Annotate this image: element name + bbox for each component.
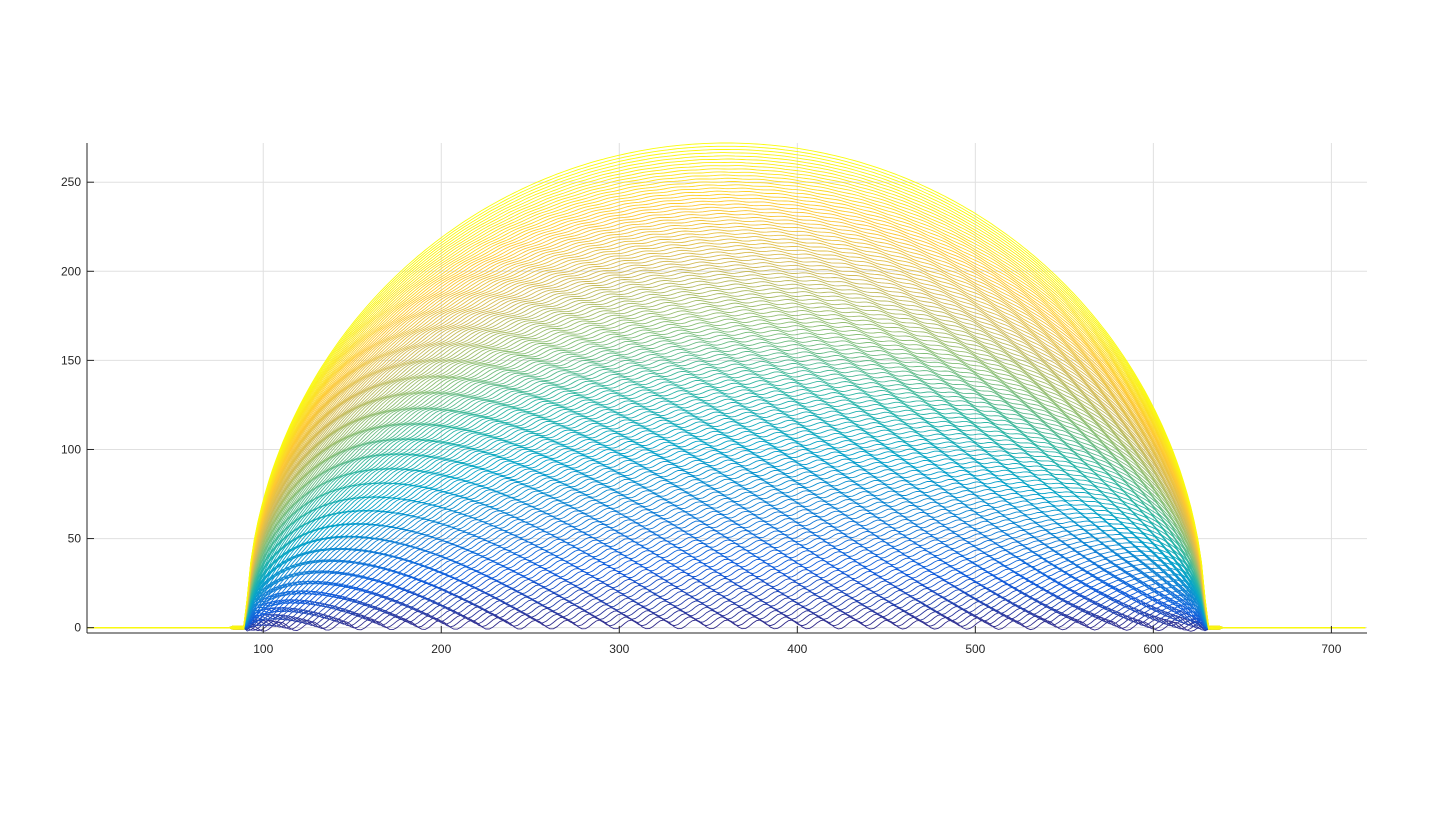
series-line (87, 283, 1366, 630)
series-line (87, 155, 1366, 630)
series-line (87, 587, 1366, 630)
series-line (86, 334, 1366, 630)
x-tick-label: 100 (253, 642, 273, 656)
series-line (87, 520, 1366, 630)
series-line (87, 216, 1366, 630)
series-line (86, 181, 1366, 630)
series-line (87, 619, 1366, 632)
series-line (86, 501, 1366, 630)
y-tick-label: 200 (61, 264, 81, 278)
x-axis-ticks: 100 200 300 400 500 600 700 (253, 626, 1342, 656)
y-tick-label: 150 (61, 353, 81, 367)
x-tick-label: 400 (787, 642, 807, 656)
series-line (87, 213, 1366, 630)
series-line (87, 408, 1366, 630)
series-line (87, 590, 1366, 630)
series-line (86, 312, 1366, 630)
series-line (87, 433, 1366, 630)
series-line (87, 549, 1366, 630)
series-line (86, 149, 1366, 630)
series-line (87, 200, 1366, 630)
series-line (87, 456, 1366, 629)
series-line (86, 251, 1366, 630)
series-line (86, 273, 1366, 630)
series-line (86, 414, 1366, 630)
series-line (87, 145, 1366, 630)
series-line (86, 264, 1366, 630)
series-line (86, 289, 1366, 630)
series-line (87, 530, 1366, 630)
x-tick-label: 600 (1143, 642, 1163, 656)
series-line (87, 315, 1366, 629)
series-line (86, 232, 1366, 630)
series-line (86, 392, 1366, 630)
series-line (86, 523, 1366, 630)
series-line (87, 196, 1366, 630)
series-line (86, 158, 1366, 630)
series-line (87, 427, 1366, 630)
series-line (87, 277, 1366, 630)
series-line (86, 209, 1366, 630)
series-line (86, 193, 1366, 630)
series-line (86, 475, 1366, 630)
series-line (87, 235, 1366, 630)
y-axis-ticks: 0 50 100 150 200 250 (61, 175, 94, 635)
y-tick-label: 250 (61, 175, 81, 189)
series-line (87, 488, 1366, 630)
series-line (87, 152, 1366, 630)
series-line (86, 603, 1366, 630)
series-line (86, 584, 1366, 630)
x-tick-label: 200 (431, 642, 451, 656)
series-line (87, 293, 1366, 630)
series-line (87, 187, 1366, 630)
series-line (87, 542, 1366, 630)
series-line (87, 600, 1366, 630)
series-line (87, 190, 1366, 630)
series-line (87, 229, 1366, 630)
series-line (87, 437, 1366, 630)
series-line (87, 357, 1366, 630)
series-line (87, 376, 1366, 630)
series-line (86, 581, 1366, 630)
series-line (87, 206, 1366, 630)
series-line (86, 203, 1366, 630)
series-line (87, 449, 1366, 630)
series-line (87, 296, 1366, 630)
series-line (86, 161, 1366, 630)
x-tick-label: 300 (609, 642, 629, 656)
series-group (86, 142, 1366, 632)
series-line (87, 517, 1366, 630)
series-line (86, 270, 1366, 630)
series-line (86, 254, 1366, 629)
series-line (86, 421, 1366, 630)
series-line (86, 373, 1366, 630)
series-line (86, 184, 1366, 630)
y-tick-label: 0 (74, 621, 81, 635)
series-line (87, 177, 1366, 630)
series-line (86, 171, 1366, 630)
series-line (87, 142, 1366, 630)
x-tick-label: 700 (1321, 642, 1341, 656)
series-line (86, 395, 1366, 629)
series-line (87, 222, 1366, 630)
series-line (87, 168, 1366, 630)
series-line (87, 174, 1366, 629)
series-line (87, 610, 1366, 632)
x-tick-label: 500 (965, 642, 985, 656)
y-tick-label: 50 (68, 532, 82, 546)
series-line (87, 165, 1366, 630)
y-tick-label: 100 (61, 442, 81, 456)
series-line (87, 539, 1366, 630)
series-line (87, 331, 1366, 630)
series-line (87, 558, 1366, 630)
series-line (87, 510, 1366, 630)
series-line (87, 353, 1366, 630)
